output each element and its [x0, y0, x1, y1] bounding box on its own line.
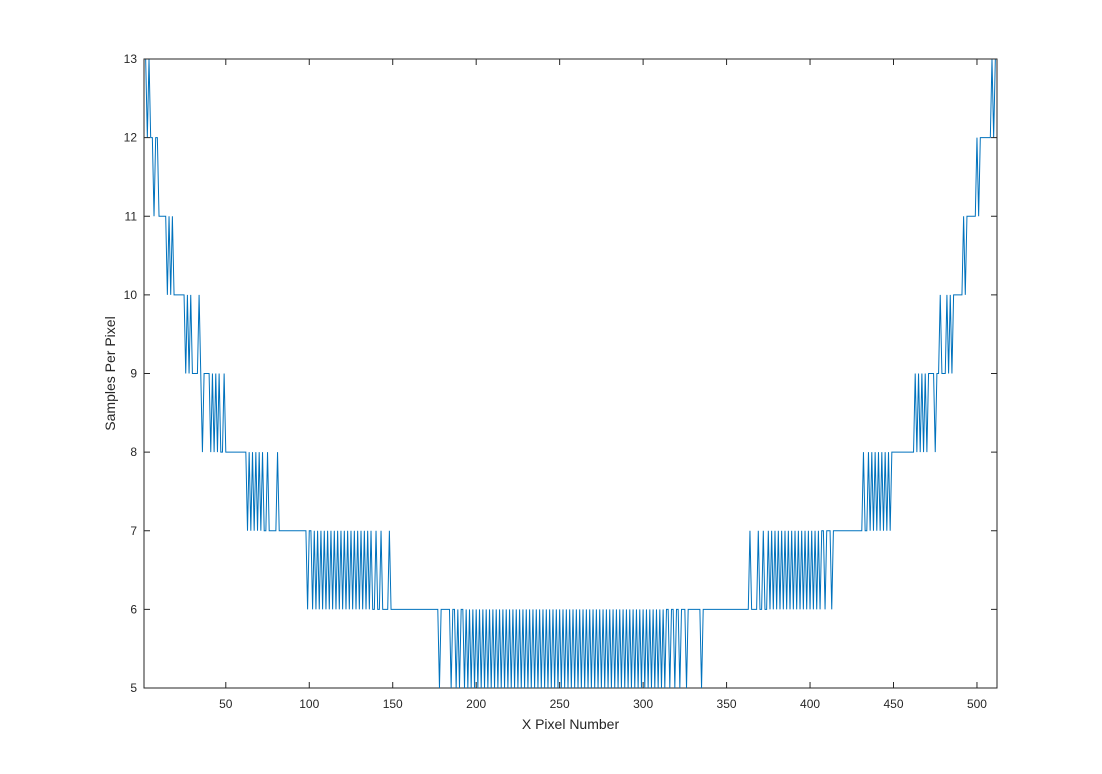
- y-tick-label: 9: [130, 367, 137, 381]
- y-tick-label: 7: [130, 524, 137, 538]
- y-tick-label: 12: [124, 131, 138, 145]
- x-tick-label: 150: [383, 697, 403, 711]
- x-tick-label: 400: [800, 697, 820, 711]
- x-tick-label: 450: [883, 697, 903, 711]
- plot-area: 50 100 150 200 250 300 350 400 450 500 5 6 7 8 9 10 11 1…: [124, 52, 998, 711]
- axes-box: [143, 58, 998, 689]
- y-tick-label: 10: [124, 288, 138, 302]
- y-axis-ticks: 5 6 7 8 9 10 11 12 13: [124, 52, 997, 695]
- x-tick-label: 250: [550, 697, 570, 711]
- y-tick-label: 13: [124, 52, 138, 66]
- y-tick-label: 5: [130, 681, 137, 695]
- y-tick-label: 11: [125, 209, 138, 223]
- series-line-1: [144, 58, 997, 689]
- x-axis-label: X Pixel Number: [522, 716, 620, 732]
- x-tick-label: 350: [717, 697, 737, 711]
- x-tick-label: 200: [466, 697, 486, 711]
- y-axis-label: Samples Per Pixel: [102, 316, 118, 430]
- series-layer: [144, 58, 997, 689]
- x-tick-label: 50: [219, 697, 233, 711]
- x-tick-label: 100: [299, 697, 319, 711]
- x-tick-label: 300: [633, 697, 653, 711]
- y-tick-label: 8: [130, 445, 137, 459]
- y-tick-label: 6: [130, 602, 137, 616]
- x-axis-ticks: 50 100 150 200 250 300 350 400 450 500: [219, 59, 987, 711]
- x-tick-label: 500: [967, 697, 987, 711]
